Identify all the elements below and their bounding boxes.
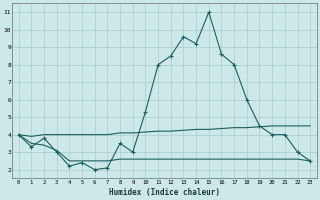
X-axis label: Humidex (Indice chaleur): Humidex (Indice chaleur) [109, 188, 220, 197]
